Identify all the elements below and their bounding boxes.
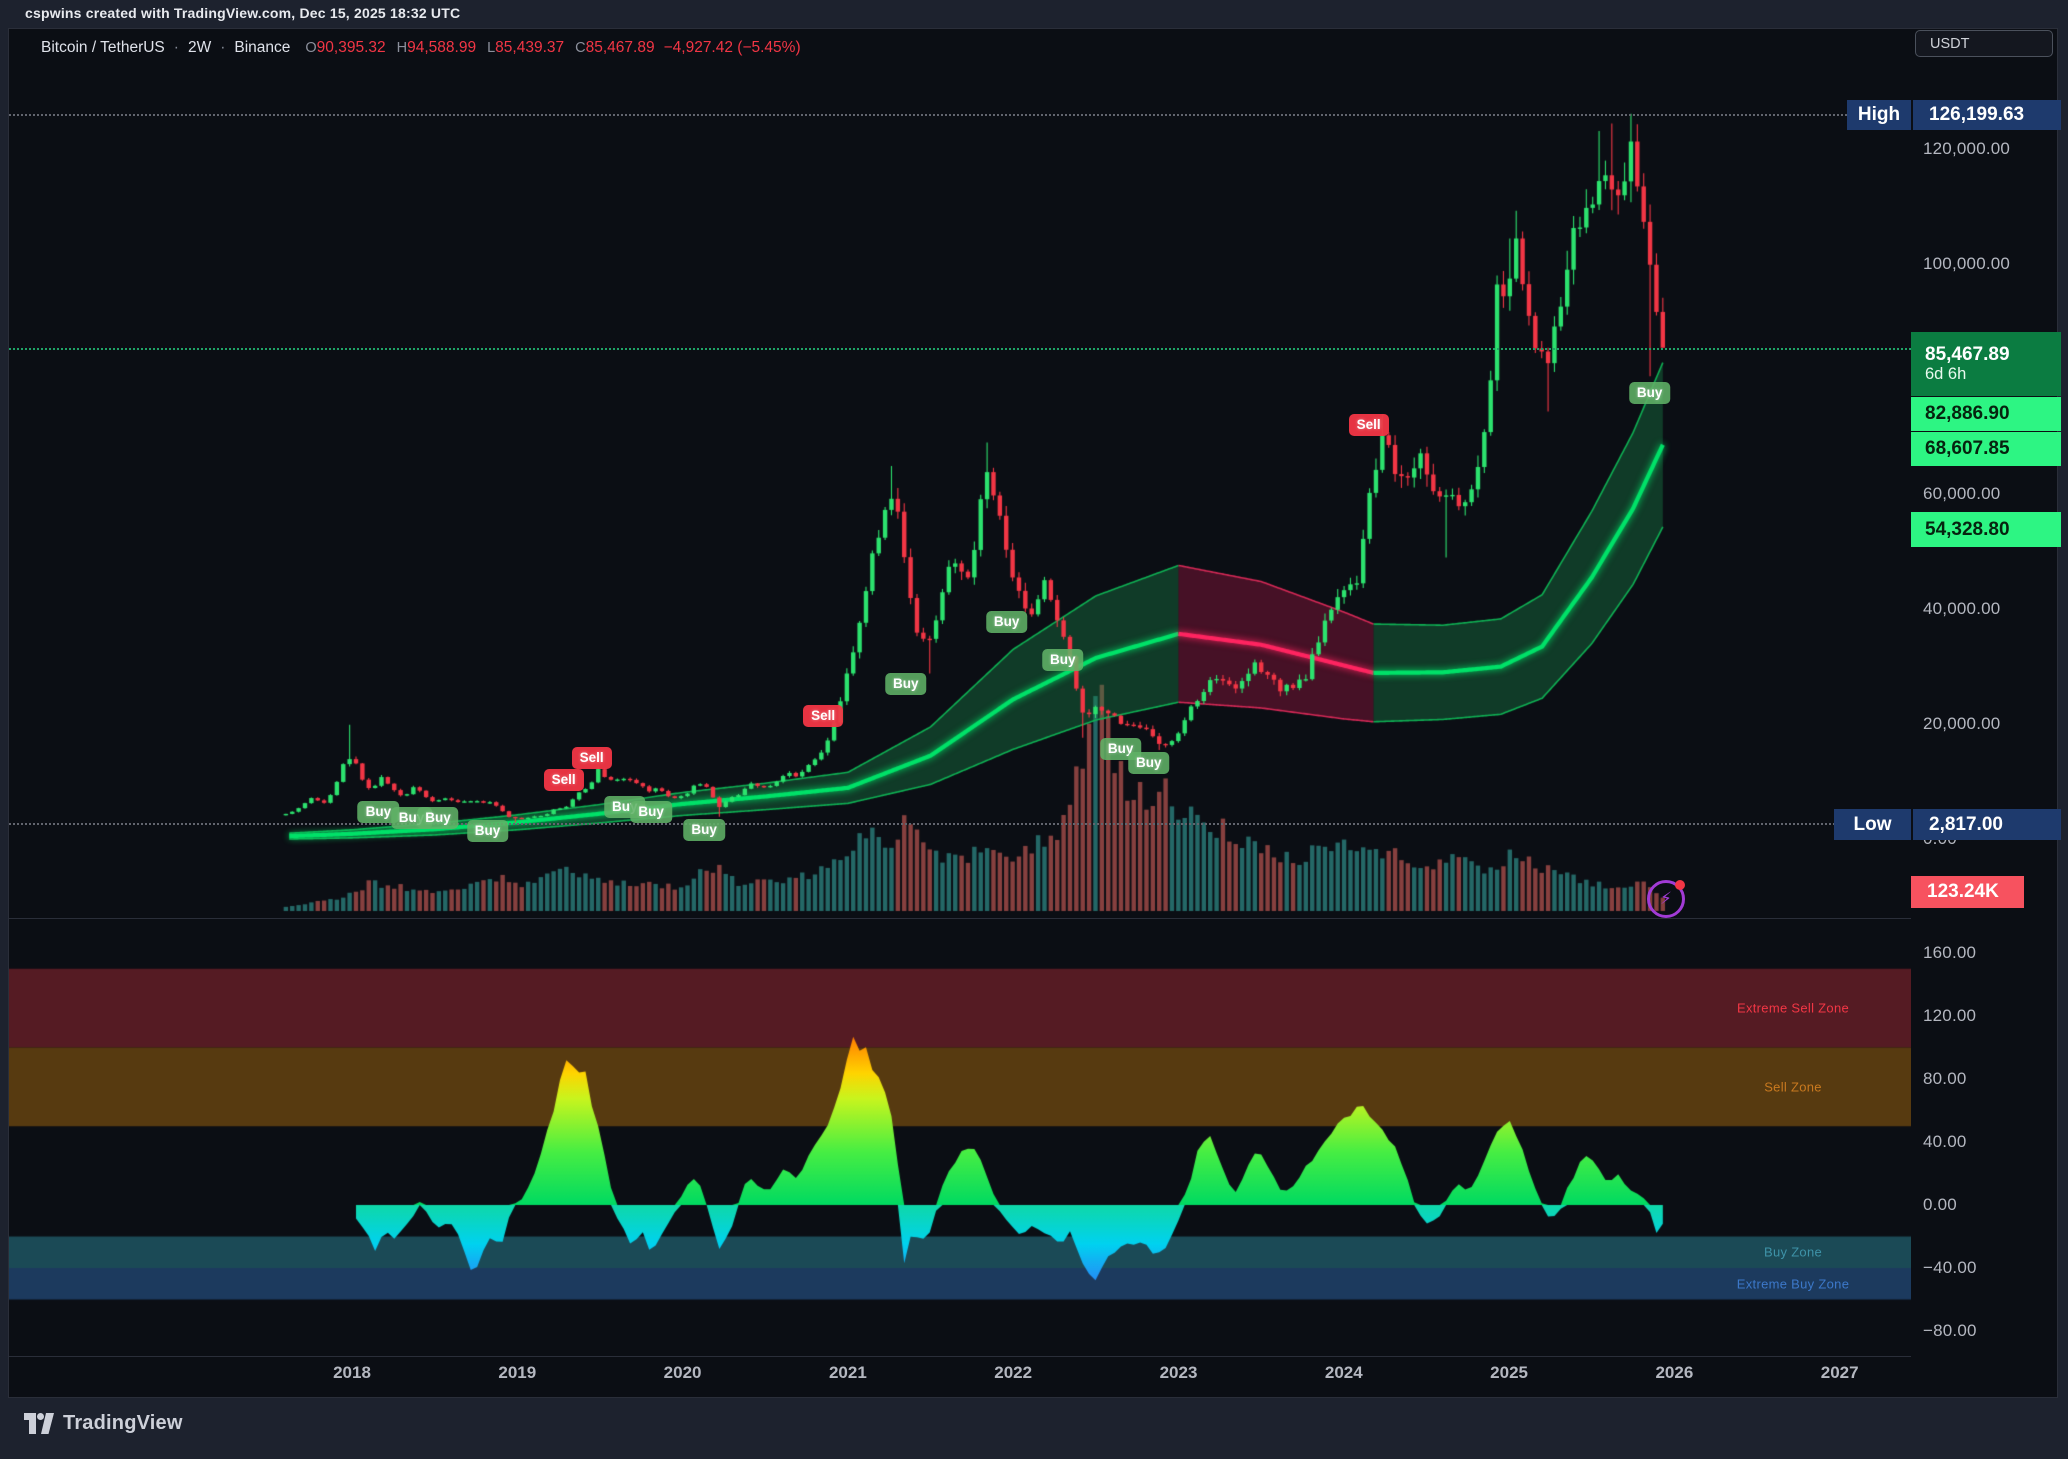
zone-label: Buy Zone [1763, 1244, 1823, 1260]
year-axis-label: 2024 [1324, 1363, 1363, 1382]
zone-label: Extreme Sell Zone [1736, 1000, 1850, 1016]
oscillator-tick-label: 0.00 [1923, 1195, 1957, 1214]
price-tick-label: 60,000.00 [1923, 484, 2001, 504]
exchange-label: Binance [234, 39, 291, 56]
indicator-flash-icon[interactable]: ⚡ [1647, 880, 1685, 918]
oscillator-tick-label: −40.00 [1923, 1258, 1977, 1277]
chart-frame: Bitcoin / TetherUS · 2W · Binance O90,39… [8, 28, 2061, 1398]
year-axis-label: 2021 [828, 1363, 867, 1382]
price-tick-label: 20,000.00 [1923, 714, 2001, 734]
price-tick-label: 40,000.00 [1923, 599, 2001, 619]
sell-signal-badge: Sell [803, 705, 844, 727]
bar-countdown: 6d 6h [1925, 365, 1967, 384]
tradingview-logo-icon [24, 1413, 54, 1434]
low-badge-label: Low [1834, 809, 1911, 840]
main-chart-canvas[interactable] [9, 29, 1911, 918]
oscillator-tick-label: 80.00 [1923, 1069, 1967, 1088]
sell-signal-badge: Sell [571, 746, 612, 769]
year-axis-label: 2025 [1490, 1363, 1529, 1382]
separator-dot: · [173, 39, 179, 56]
tradingview-logo[interactable]: TradingView [24, 1412, 183, 1435]
buy-signal-badge: Buy [630, 800, 672, 823]
oscillator-tick-label: 120.00 [1923, 1006, 1977, 1025]
year-axis-label: 2023 [1159, 1363, 1198, 1382]
low-level-line [9, 822, 1911, 825]
change-value: −4,927.42 (−5.45%) [663, 39, 801, 56]
oscillator-tick-label: 40.00 [1923, 1132, 1967, 1151]
volume-badge: 123.24K [1911, 876, 2024, 908]
oscillator-tick-label: −80.00 [1923, 1321, 1977, 1340]
year-axis-label: 2022 [994, 1363, 1033, 1382]
buy-signal-badge: Buy [357, 800, 400, 823]
buy-signal-badge: Buy [985, 610, 1028, 633]
attribution-bar: cspwins created with TradingView.com, De… [0, 0, 2068, 28]
zone-label: Sell Zone [1764, 1079, 1822, 1095]
last-price-badge: 85,467.89 6d 6h [1911, 332, 2061, 396]
year-axis-label: 2019 [498, 1363, 537, 1382]
symbol-info-bar[interactable]: Bitcoin / TetherUS · 2W · Binance O90,39… [41, 37, 801, 59]
sell-signal-badge: Sell [543, 768, 584, 791]
high-level-line [9, 113, 1911, 116]
buy-signal-badge: Buy [683, 818, 725, 841]
ribbon-upper-badge: 82,886.90 [1911, 397, 2061, 431]
oscillator-pane-canvas[interactable] [9, 918, 1911, 1356]
zone-label: Extreme Buy Zone [1736, 1276, 1850, 1292]
notification-dot [1675, 880, 1685, 890]
buy-signal-badge: Buy [417, 807, 459, 830]
price-tick-label: 100,000.00 [1923, 254, 2011, 274]
year-axis-label: 2020 [663, 1363, 702, 1382]
ohlc-pair: O90,395.32 [305, 39, 386, 56]
oscillator-tick-label: 160.00 [1923, 943, 1977, 962]
lightning-glyph: ⚡ [1660, 889, 1672, 908]
buy-signal-badge: Buy [1042, 649, 1084, 672]
high-badge: High 126,199.63 [1847, 100, 2061, 130]
separator-dot: · [220, 39, 226, 56]
high-badge-value: 126,199.63 [1913, 100, 2061, 130]
time-axis-separator [9, 1356, 1911, 1357]
last-price-line [9, 347, 1911, 350]
footer-bar: TradingView [0, 1398, 2068, 1459]
interval-label[interactable]: 2W [187, 39, 212, 56]
price-tick-label: 120,000.00 [1923, 139, 2011, 159]
ribbon-lower-badge: 54,328.80 [1911, 512, 2061, 547]
low-badge-value: 2,817.00 [1913, 809, 2061, 840]
attribution-text: cspwins created with TradingView.com, De… [25, 5, 461, 21]
buy-signal-badge: Buy [884, 672, 927, 695]
ohlc-pair: L85,439.37 [487, 39, 565, 56]
low-badge: Low 2,817.00 [1834, 809, 2061, 840]
ribbon-center-badge: 68,607.85 [1911, 432, 2061, 466]
ohlc-pair: H94,588.99 [396, 39, 477, 56]
symbol-title[interactable]: Bitcoin / TetherUS [41, 39, 165, 56]
pane-separator[interactable] [9, 918, 1911, 919]
sell-signal-badge: Sell [1348, 414, 1389, 437]
tradingview-logo-text: TradingView [63, 1412, 183, 1434]
last-price-value: 85,467.89 [1925, 343, 2010, 365]
high-badge-label: High [1847, 100, 1911, 130]
currency-toggle-button[interactable]: USDT [1915, 30, 2053, 57]
ohlc-pair: C85,467.89 [575, 39, 655, 56]
buy-signal-badge: Buy [466, 819, 509, 842]
year-axis-label: 2026 [1655, 1363, 1694, 1382]
buy-signal-badge: Buy [1127, 752, 1170, 775]
buy-signal-badge: Buy [1628, 382, 1671, 405]
ohlc-values: O90,395.32 H94,588.99 L85,439.37 C85,467.89 [305, 39, 654, 57]
year-axis-label: 2027 [1820, 1363, 1859, 1382]
year-axis-label: 2018 [333, 1363, 371, 1382]
